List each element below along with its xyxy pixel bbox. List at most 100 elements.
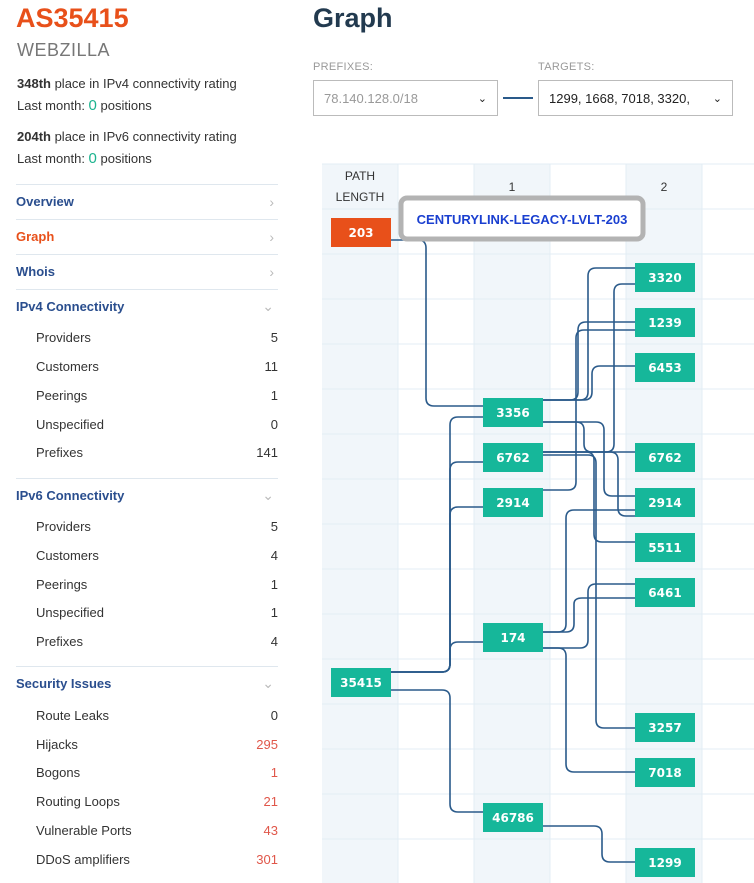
ipv6-rating-text: place in IPv6 connectivity rating xyxy=(50,129,237,144)
node-6461[interactable]: 6461 xyxy=(635,578,695,607)
nav-overview[interactable]: Overview › xyxy=(16,184,278,218)
svg-text:6762: 6762 xyxy=(496,451,529,465)
chevron-right-icon: › xyxy=(269,263,274,280)
node-46786[interactable]: 46786 xyxy=(483,803,543,832)
nav-whois[interactable]: Whois › xyxy=(16,254,278,288)
column-header-1: 1 xyxy=(509,180,516,194)
svg-text:203: 203 xyxy=(348,226,373,240)
node-203[interactable]: 203 xyxy=(331,218,391,247)
graph-title: Graph xyxy=(313,3,393,33)
security-bogons[interactable]: Bogons 1 xyxy=(36,764,278,780)
svg-text:2914: 2914 xyxy=(496,496,529,510)
targets-label: TARGETS: xyxy=(538,61,595,73)
node-2914[interactable]: 2914 xyxy=(483,488,543,517)
ipv4-providers[interactable]: Providers 5 xyxy=(36,329,278,345)
svg-text:6461: 6461 xyxy=(648,586,681,600)
graph-grid xyxy=(322,163,754,883)
svg-text:35415: 35415 xyxy=(340,676,382,690)
svg-text:7018: 7018 xyxy=(648,766,681,780)
chevron-right-icon: › xyxy=(269,228,274,245)
ipv4-unspecified[interactable]: Unspecified 0 xyxy=(36,416,278,432)
chevron-down-icon: ⌄ xyxy=(262,675,274,691)
graph-edges xyxy=(390,239,636,863)
svg-text:3320: 3320 xyxy=(648,271,681,285)
nav-security-label: Security Issues xyxy=(16,676,112,691)
ipv6-rating-place: 204th xyxy=(17,129,51,144)
path-length-label: LENGTH xyxy=(336,190,385,204)
prefixes-label: PREFIXES: xyxy=(313,61,374,73)
node-3257[interactable]: 3257 xyxy=(635,713,695,742)
svg-text:3257: 3257 xyxy=(648,721,681,735)
node-tooltip: CENTURYLINK-LEGACY-LVLT-203 xyxy=(398,195,646,242)
svg-text:2914: 2914 xyxy=(648,496,681,510)
ipv6-last-month-value: 0 xyxy=(88,150,97,167)
svg-text:1299: 1299 xyxy=(648,856,681,870)
security-hijacks[interactable]: Hijacks 295 xyxy=(36,736,278,752)
positions-label: positions xyxy=(96,98,152,113)
ipv6-peerings[interactable]: Peerings 1 xyxy=(36,576,278,592)
svg-text:6453: 6453 xyxy=(648,361,681,375)
security-ddos-amplifiers[interactable]: DDoS amplifiers 301 xyxy=(36,851,278,867)
chevron-down-icon: ⌄ xyxy=(712,92,722,105)
nav-ipv6-label: IPv6 Connectivity xyxy=(16,488,125,503)
svg-text:5511: 5511 xyxy=(648,541,681,555)
node-7018[interactable]: 7018 xyxy=(635,758,695,787)
nav-ipv4-connectivity[interactable]: IPv4 Connectivity ⌄ xyxy=(16,289,278,323)
ipv4-rating-place: 348th xyxy=(17,76,51,91)
node-6762[interactable]: 6762 xyxy=(635,443,695,472)
ipv4-customers[interactable]: Customers 11 xyxy=(36,358,278,374)
targets-select[interactable]: 1299, 1668, 7018, 3320, ⌄ xyxy=(538,80,733,116)
svg-text:46786: 46786 xyxy=(492,811,534,825)
tooltip-text: CENTURYLINK-LEGACY-LVLT-203 xyxy=(417,212,628,227)
node-3320[interactable]: 3320 xyxy=(635,263,695,292)
positions-label: positions xyxy=(96,151,152,166)
as-title: AS35415 xyxy=(16,3,129,33)
node-3356[interactable]: 3356 xyxy=(483,398,543,427)
nav-ipv4-label: IPv4 Connectivity xyxy=(16,299,125,314)
chevron-right-icon: › xyxy=(269,193,274,210)
chevron-down-icon: ⌄ xyxy=(262,298,274,314)
ipv6-prefixes[interactable]: Prefixes 4 xyxy=(36,633,278,649)
node-174[interactable]: 174 xyxy=(483,623,543,652)
node-6762[interactable]: 6762 xyxy=(483,443,543,472)
node-5511[interactable]: 5511 xyxy=(635,533,695,562)
nav-security-issues[interactable]: Security Issues ⌄ xyxy=(16,666,278,700)
chevron-down-icon: ⌄ xyxy=(262,487,274,503)
node-2914[interactable]: 2914 xyxy=(635,488,695,517)
nav-graph[interactable]: Graph › xyxy=(16,219,278,253)
prefixes-value: 78.140.128.0/18 xyxy=(324,90,418,106)
node-1299[interactable]: 1299 xyxy=(635,848,695,877)
node-35415[interactable]: 35415 xyxy=(331,668,391,697)
select-connector xyxy=(503,97,533,99)
security-route-leaks[interactable]: Route Leaks 0 xyxy=(36,707,278,723)
ipv4-rating-text: place in IPv4 connectivity rating xyxy=(50,76,237,91)
nav-overview-label: Overview xyxy=(16,194,74,209)
path-length-label: PATH xyxy=(345,169,375,183)
ipv6-customers[interactable]: Customers 4 xyxy=(36,547,278,563)
node-1239[interactable]: 1239 xyxy=(635,308,695,337)
ipv4-prefixes[interactable]: Prefixes 141 xyxy=(36,444,278,460)
svg-text:174: 174 xyxy=(500,631,525,645)
svg-text:1239: 1239 xyxy=(648,316,681,330)
nav-graph-label: Graph xyxy=(16,229,55,244)
security-vulnerable-ports[interactable]: Vulnerable Ports 43 xyxy=(36,822,278,838)
node-6453[interactable]: 6453 xyxy=(635,353,695,382)
prefixes-select[interactable]: 78.140.128.0/18 ⌄ xyxy=(313,80,498,116)
ipv6-providers[interactable]: Providers 5 xyxy=(36,518,278,534)
ipv4-last-month-value: 0 xyxy=(88,97,97,114)
targets-value: 1299, 1668, 7018, 3320, xyxy=(549,90,690,106)
security-routing-loops[interactable]: Routing Loops 21 xyxy=(36,793,278,809)
svg-text:3356: 3356 xyxy=(496,406,529,420)
column-header-2: 2 xyxy=(661,180,668,194)
ipv4-peerings[interactable]: Peerings 1 xyxy=(36,387,278,403)
last-month-label: Last month: xyxy=(17,98,89,113)
ipv6-unspecified[interactable]: Unspecified 1 xyxy=(36,604,278,620)
ipv6-rating: 204th place in IPv6 connectivity rating … xyxy=(17,126,237,170)
ipv4-rating: 348th place in IPv4 connectivity rating … xyxy=(17,73,237,117)
last-month-label: Last month: xyxy=(17,151,89,166)
nav-whois-label: Whois xyxy=(16,264,55,279)
svg-text:6762: 6762 xyxy=(648,451,681,465)
nav-ipv6-connectivity[interactable]: IPv6 Connectivity ⌄ xyxy=(16,478,278,512)
as-name: WEBZILLA xyxy=(17,40,111,60)
